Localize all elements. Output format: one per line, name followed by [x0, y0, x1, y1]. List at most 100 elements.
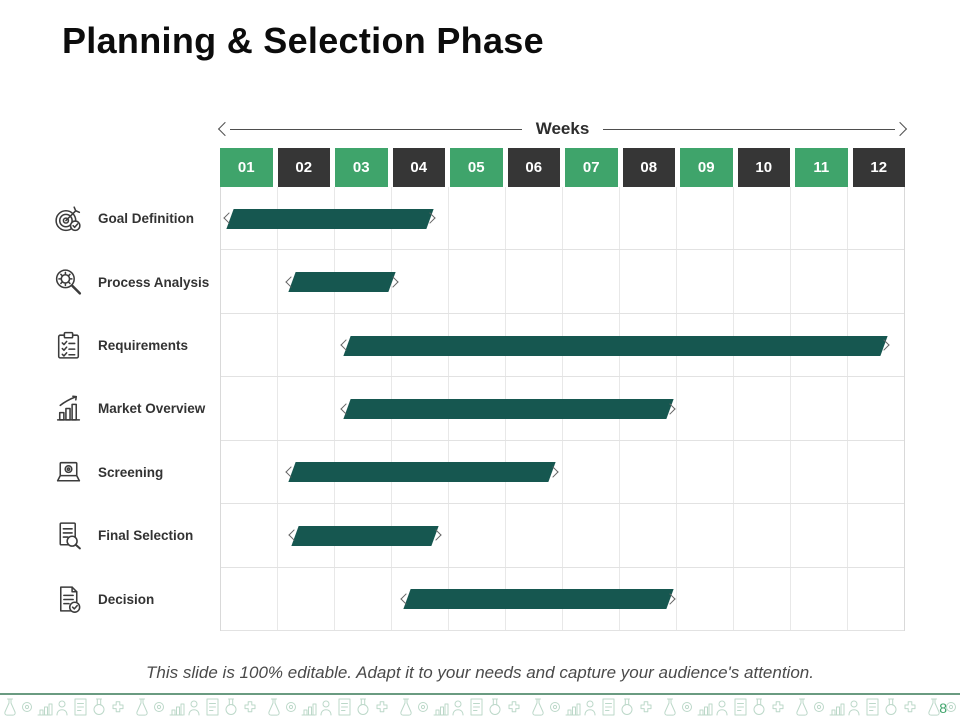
gantt-bar [291, 525, 439, 546]
grid-cell [449, 250, 506, 313]
grid-cell [848, 187, 904, 249]
axis-line-right [603, 128, 895, 130]
grid-cell [563, 250, 620, 313]
week-cell-05: 05 [450, 148, 503, 187]
grid-cell [848, 441, 904, 503]
grid-cell [506, 440, 563, 504]
grid-cell [734, 504, 791, 567]
grid-cell [506, 250, 563, 313]
document-magnifier-icon [52, 519, 85, 552]
grid-cell [449, 187, 506, 250]
grid-cell [791, 377, 848, 440]
grid-cell [734, 250, 791, 313]
week-header-row: 01 02 03 04 05 06 07 08 09 10 11 12 [220, 148, 905, 187]
laptop-gear-icon [52, 456, 85, 489]
week-cell-08: 08 [622, 148, 675, 187]
task-label: Screening [98, 464, 164, 480]
task-row-label: Final Selection [52, 504, 218, 567]
week-cell-07: 07 [565, 148, 618, 187]
grid-cell [791, 250, 848, 313]
grid-cell [620, 440, 677, 504]
grid-cell [791, 567, 848, 630]
grid-cell [221, 567, 278, 630]
grid-cell [392, 504, 449, 567]
grid-cell [620, 567, 677, 630]
week-cell-02: 02 [277, 148, 330, 187]
week-cell-10: 10 [737, 148, 790, 187]
grid-cell [791, 187, 848, 250]
grid-cell [677, 567, 734, 630]
grid-cell [221, 504, 278, 567]
axis-right-arrow-icon [892, 121, 908, 137]
grid-cell [221, 440, 278, 504]
page-number: 8 [939, 700, 947, 716]
weeks-axis: Weeks [217, 116, 908, 142]
grid-cell [221, 250, 278, 313]
grid-cell [449, 504, 506, 567]
week-cell-11: 11 [795, 148, 848, 187]
grid-cell [848, 504, 904, 566]
grid-cell [278, 377, 335, 440]
task-row-label: Goal Definition [52, 187, 218, 250]
grid-cell [221, 313, 278, 377]
grid-cell [848, 568, 904, 630]
grid-cell [506, 187, 563, 250]
task-row-label: Process Analysis [52, 250, 218, 313]
task-label-column: Goal Definition Process Analysis Requireme… [52, 187, 218, 631]
grid-cell [620, 250, 677, 313]
grid-cell [563, 187, 620, 250]
gantt-bar [288, 462, 556, 483]
footer-strip: 8 [0, 693, 960, 720]
task-label: Market Overview [98, 401, 206, 417]
task-row-label: Screening [52, 441, 218, 504]
grid-cell [734, 377, 791, 440]
grid-cell [620, 187, 677, 250]
grid-cell [392, 187, 449, 250]
week-cell-09: 09 [680, 148, 733, 187]
grid-cell [506, 504, 563, 567]
gantt-bar [402, 589, 673, 610]
task-label: Process Analysis [98, 274, 210, 290]
task-row-label: Decision [52, 568, 218, 631]
grid-cell [221, 377, 278, 440]
document-check-icon [52, 583, 85, 616]
task-row-label: Market Overview [52, 377, 218, 440]
grid-cell [677, 250, 734, 313]
grid-cell [563, 504, 620, 567]
week-cell-12: 12 [852, 148, 905, 187]
grid-cell [791, 504, 848, 567]
grid-cell [677, 187, 734, 250]
grid-cell [278, 567, 335, 630]
gantt-bar [342, 335, 887, 356]
target-goal-icon [52, 202, 85, 235]
caption: This slide is 100% editable. Adapt it to… [146, 663, 814, 682]
gear-magnifier-icon [52, 266, 85, 299]
grid-cell [335, 567, 392, 630]
grid-cell [620, 504, 677, 567]
gantt-bar [288, 272, 396, 293]
grid-cell [677, 504, 734, 567]
growth-bar-chart-icon [52, 392, 85, 425]
gantt-bar [342, 399, 673, 419]
grid-cell [791, 440, 848, 504]
axis-left-arrow-icon [217, 121, 233, 137]
task-label: Final Selection [98, 528, 194, 544]
weeks-axis-label: Weeks [535, 119, 590, 138]
grid-cell [734, 567, 791, 630]
task-label: Decision [98, 591, 155, 607]
grid-cell [278, 313, 335, 377]
task-row-label: Requirements [52, 314, 218, 377]
page-title: Planning & Selection Phase [62, 20, 544, 61]
grid-cell [677, 440, 734, 504]
week-cell-06: 06 [507, 148, 560, 187]
grid-cell [392, 250, 449, 313]
grid-cell [563, 440, 620, 504]
task-label: Requirements [98, 338, 189, 354]
grid-cell [848, 377, 904, 439]
grid-cell [677, 377, 734, 440]
grid-cell [620, 377, 677, 440]
task-label: Goal Definition [98, 211, 194, 227]
grid-cell [734, 440, 791, 504]
week-cell-01: 01 [220, 148, 273, 187]
